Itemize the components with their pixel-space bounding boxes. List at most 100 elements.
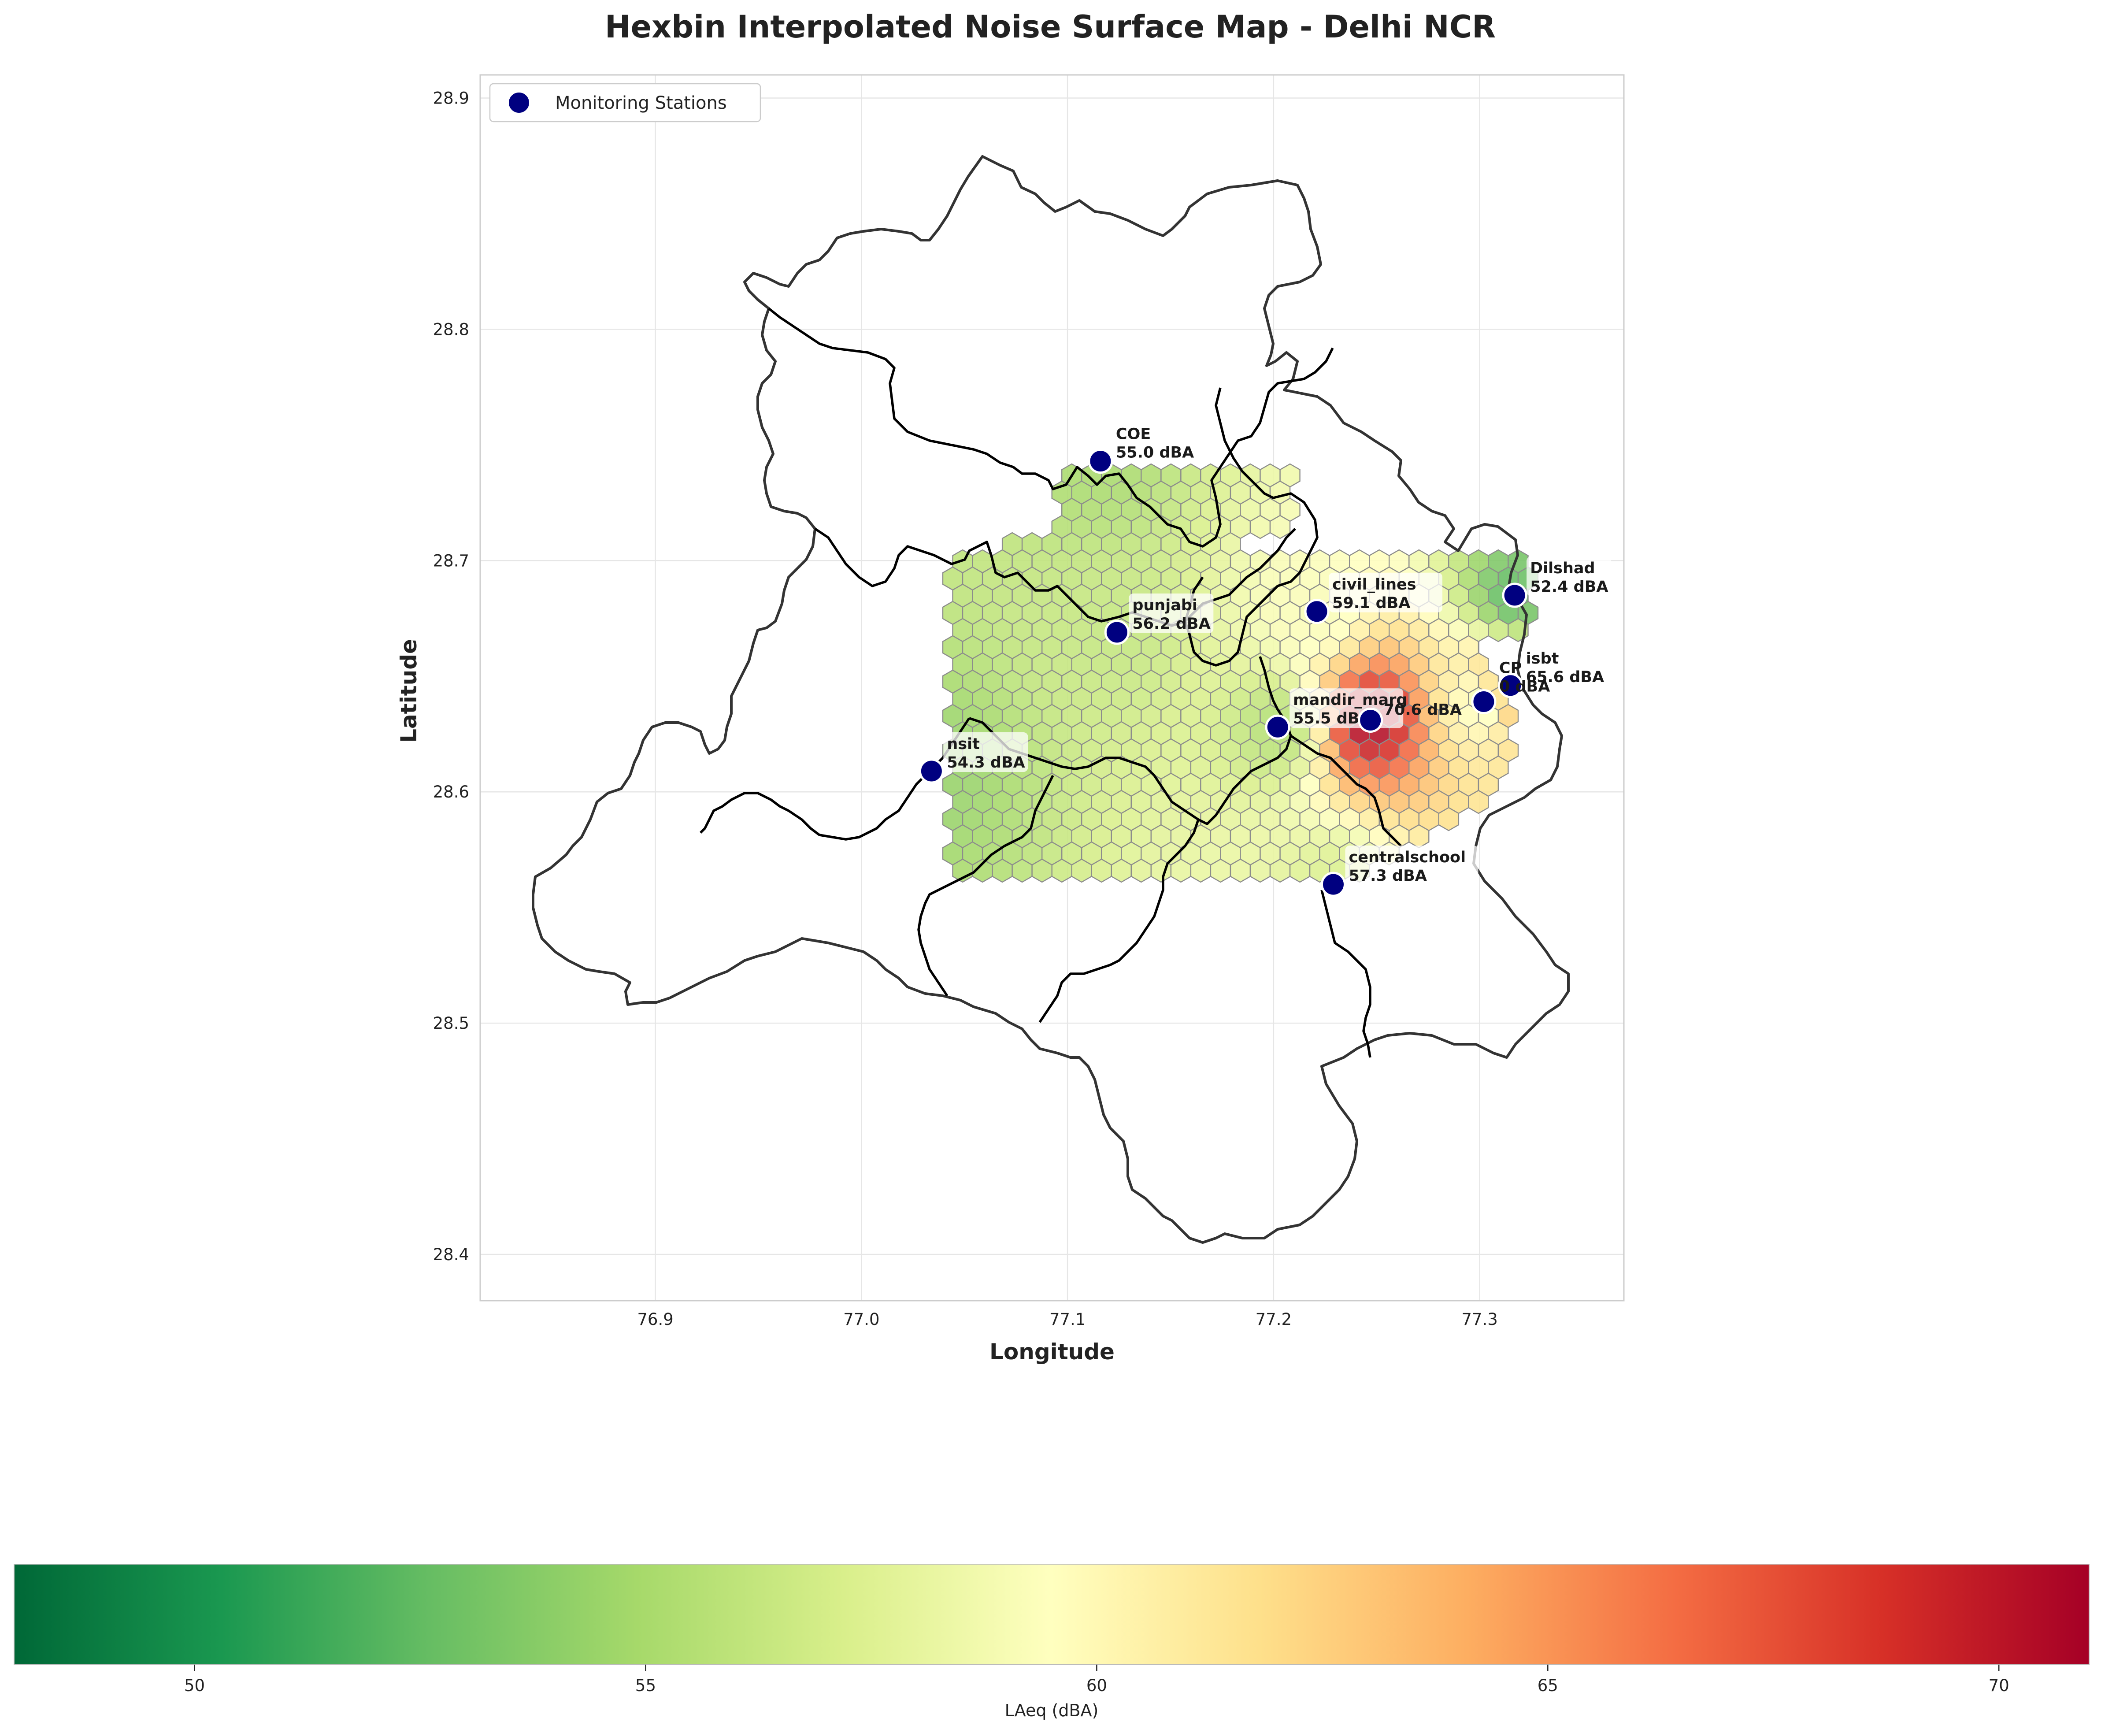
hexbin-cell bbox=[1051, 858, 1072, 883]
station-value-label: 70.6 dBA bbox=[1384, 701, 1462, 719]
station-value-label: 56.2 dBA bbox=[1132, 615, 1210, 633]
station-ito[interactable]: 70.6 dBA bbox=[1358, 701, 1462, 733]
y-tick-label: 28.4 bbox=[433, 1245, 469, 1264]
station-name-label: nsit bbox=[947, 735, 979, 753]
hexbin-cell bbox=[1190, 858, 1212, 883]
station-value-label: 57.3 dBA bbox=[1349, 867, 1427, 885]
station-name-label: Dilshad bbox=[1530, 560, 1595, 577]
station-label-box bbox=[1527, 556, 1612, 597]
station-marker[interactable] bbox=[1304, 599, 1330, 624]
x-axis-label: Longitude bbox=[989, 1339, 1115, 1365]
y-axis-ticks: 28.4 28.5 28.6 28.7 28.8 28.9 bbox=[433, 89, 469, 1264]
hexbin-cell bbox=[1012, 858, 1033, 883]
inner-boundary-2 bbox=[1184, 387, 1319, 667]
hexbin-cell bbox=[1130, 858, 1152, 883]
station-name-label: CP bbox=[1499, 659, 1522, 677]
hexbin-cell bbox=[1438, 807, 1460, 831]
colorbar-ticks: 50 55 60 65 70 bbox=[184, 1665, 2009, 1695]
y-tick-label: 28.5 bbox=[433, 1014, 469, 1033]
x-tick-label: 77.0 bbox=[843, 1310, 879, 1329]
legend: Monitoring Stations bbox=[489, 83, 761, 122]
chart-title: Hexbin Interpolated Noise Surface Map - … bbox=[605, 9, 1496, 45]
station-marker[interactable] bbox=[1471, 689, 1497, 714]
y-tick-label: 28.9 bbox=[433, 89, 469, 108]
hexbin-cell bbox=[1468, 790, 1489, 814]
colorbar-tick-label: 50 bbox=[184, 1676, 205, 1695]
colorbar-label: LAeq (dBA) bbox=[1005, 1701, 1099, 1720]
station-value-label: 0 dBA bbox=[1499, 678, 1550, 695]
station-marker[interactable] bbox=[1088, 449, 1113, 474]
inner-boundary-3 bbox=[814, 527, 1296, 627]
hexbin-cell bbox=[1210, 858, 1231, 883]
station-marker[interactable] bbox=[1104, 619, 1130, 645]
station-value-label: 52.4 dBA bbox=[1530, 578, 1608, 596]
hexbin-cell bbox=[1111, 858, 1132, 883]
colorbar-tick-label: 70 bbox=[1989, 1676, 2009, 1695]
hexbin-cell bbox=[1091, 858, 1112, 883]
x-tick-label: 77.3 bbox=[1461, 1310, 1497, 1329]
hexbin-cell bbox=[1408, 824, 1430, 849]
hexbin-cell bbox=[1488, 618, 1509, 642]
station-marker[interactable] bbox=[919, 758, 944, 784]
legend-box bbox=[489, 83, 761, 122]
colorbar-tick-label: 60 bbox=[1086, 1676, 1107, 1695]
colorbar: 50 55 60 65 70 LAeq (dBA) bbox=[14, 1564, 2090, 1720]
inner-boundary-9 bbox=[1320, 890, 1371, 1058]
station-name-label: isbt bbox=[1526, 650, 1559, 668]
y-tick-label: 28.6 bbox=[433, 783, 469, 801]
hexbin-cell bbox=[1269, 515, 1291, 539]
outer-boundary bbox=[532, 155, 1570, 1244]
x-tick-label: 77.2 bbox=[1256, 1310, 1292, 1329]
inner-boundary-1 bbox=[768, 307, 1334, 548]
inner-boundary-6 bbox=[917, 775, 1054, 997]
hexbin-cell bbox=[1230, 858, 1251, 883]
station-name-label: COE bbox=[1116, 426, 1151, 443]
x-tick-label: 76.9 bbox=[637, 1310, 673, 1329]
station-CP[interactable]: CP0 dBA bbox=[1471, 659, 1550, 714]
hexbin-cell bbox=[1031, 858, 1052, 883]
y-axis-label: Latitude bbox=[396, 639, 422, 743]
station-value-label: 59.1 dBA bbox=[1332, 594, 1410, 612]
legend-marker bbox=[507, 91, 531, 115]
station-label-box bbox=[1129, 594, 1214, 634]
colorbar-tick-label: 55 bbox=[635, 1676, 656, 1695]
hexbin-cell bbox=[1249, 858, 1271, 883]
x-axis-ticks: 76.9 77.0 77.1 77.2 77.3 bbox=[637, 1310, 1497, 1329]
hexbin-cell bbox=[992, 858, 1013, 883]
station-marker[interactable] bbox=[1498, 673, 1523, 698]
station-label-box bbox=[943, 732, 1028, 772]
station-value-label: 65.6 dBA bbox=[1526, 668, 1604, 686]
station-value-label: 54.3 dBA bbox=[947, 754, 1025, 772]
station-marker[interactable] bbox=[1358, 707, 1383, 733]
hexbin-cell bbox=[1289, 858, 1311, 883]
hexbin-layer bbox=[942, 463, 1539, 883]
inner-boundary-8 bbox=[1290, 734, 1402, 847]
station-name-label: centralschool bbox=[1349, 849, 1466, 866]
inner-boundary-4 bbox=[969, 656, 1292, 825]
station-value-label: 55.0 dBA bbox=[1116, 444, 1194, 462]
hexbin-cell bbox=[1269, 858, 1291, 883]
y-tick-label: 28.7 bbox=[433, 551, 469, 570]
station-label-box bbox=[1522, 646, 1607, 686]
hexbin-cell bbox=[1170, 858, 1192, 883]
colorbar-tick-label: 65 bbox=[1538, 1676, 1558, 1695]
station-marker[interactable] bbox=[1320, 872, 1346, 897]
hexbin-cell bbox=[1071, 858, 1092, 883]
station-label-box bbox=[1112, 422, 1197, 462]
colorbar-gradient bbox=[14, 1564, 2090, 1665]
legend-label: Monitoring Stations bbox=[555, 93, 727, 113]
x-tick-label: 77.1 bbox=[1049, 1310, 1086, 1329]
station-name-label: mandir_marg bbox=[1293, 691, 1407, 709]
station-marker[interactable] bbox=[1265, 714, 1290, 740]
station-label-box bbox=[1345, 846, 1478, 886]
station-marker[interactable] bbox=[1502, 582, 1527, 608]
